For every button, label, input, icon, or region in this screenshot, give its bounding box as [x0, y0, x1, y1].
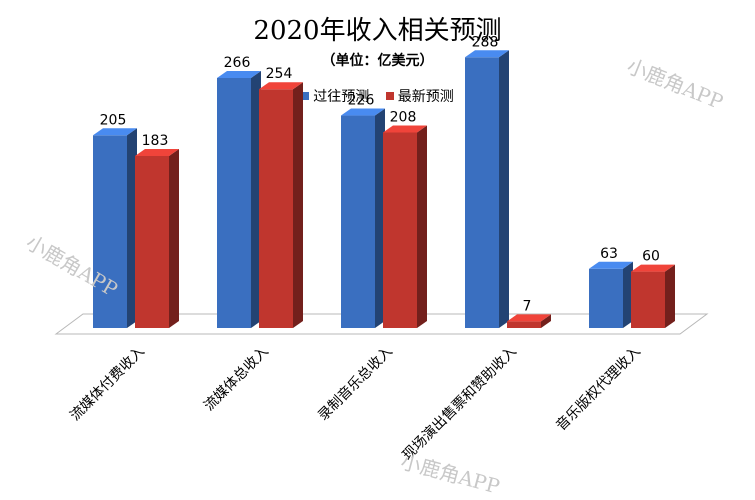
bar-front: [217, 77, 251, 329]
data-label: 205: [100, 112, 127, 128]
bar-side: [375, 108, 385, 328]
bar-front: [631, 271, 665, 328]
legend: 过往预测 最新预测: [0, 86, 755, 106]
bar-top: [465, 50, 509, 58]
bar-side: [541, 314, 551, 328]
bar-side: [169, 148, 179, 328]
bar-top: [341, 108, 385, 116]
category-label: 流媒体付费收入: [67, 344, 148, 425]
data-label: 266: [224, 55, 251, 71]
bar-front: [383, 132, 417, 328]
bar-side: [623, 261, 633, 328]
category-label: 流媒体总收入: [201, 344, 272, 415]
bar-front: [507, 321, 541, 328]
data-label: 226: [348, 93, 375, 109]
data-label: 60: [642, 249, 660, 265]
data-label: 254: [266, 66, 293, 82]
bar-front: [93, 135, 127, 328]
bar-front: [465, 57, 499, 328]
bar-top: [631, 264, 675, 272]
legend-item-latest: 最新预测: [385, 86, 454, 106]
data-label: 208: [390, 109, 417, 125]
legend-item-past: 过往预测: [301, 86, 369, 106]
data-label: 7: [523, 298, 532, 314]
data-label: 183: [142, 133, 169, 149]
bar-top: [217, 70, 261, 78]
bar-side: [665, 264, 675, 328]
bar-front: [259, 89, 293, 329]
legend-label-past: 过往预测: [313, 89, 370, 105]
legend-swatch-past: [301, 92, 310, 100]
bar-top: [507, 314, 551, 322]
bar-front: [341, 115, 375, 328]
data-label: 288: [472, 34, 499, 50]
bar-top: [93, 128, 137, 136]
bar-side: [499, 50, 509, 328]
bar-side: [127, 128, 137, 328]
data-label: 63: [600, 246, 618, 262]
bar-top: [383, 125, 427, 133]
bar-side: [293, 82, 303, 329]
legend-label-latest: 最新预测: [397, 89, 454, 105]
category-label: 现场演出售票和赞助收入: [400, 344, 520, 464]
bar-top: [589, 261, 633, 269]
chart-subtitle: （单位：亿美元）: [321, 53, 434, 69]
legend-swatch-latest: [385, 92, 394, 100]
bar-top: [135, 148, 179, 156]
bar-front: [589, 268, 623, 328]
chart-title: 2020年收入相关预测: [253, 16, 502, 46]
category-label: 音乐版权代理收入: [553, 343, 644, 434]
bar-side: [417, 125, 427, 328]
bar-top: [259, 82, 303, 90]
category-label: 录制音乐总收入: [315, 343, 396, 424]
bar-front: [135, 155, 169, 328]
bar-side: [251, 70, 261, 329]
